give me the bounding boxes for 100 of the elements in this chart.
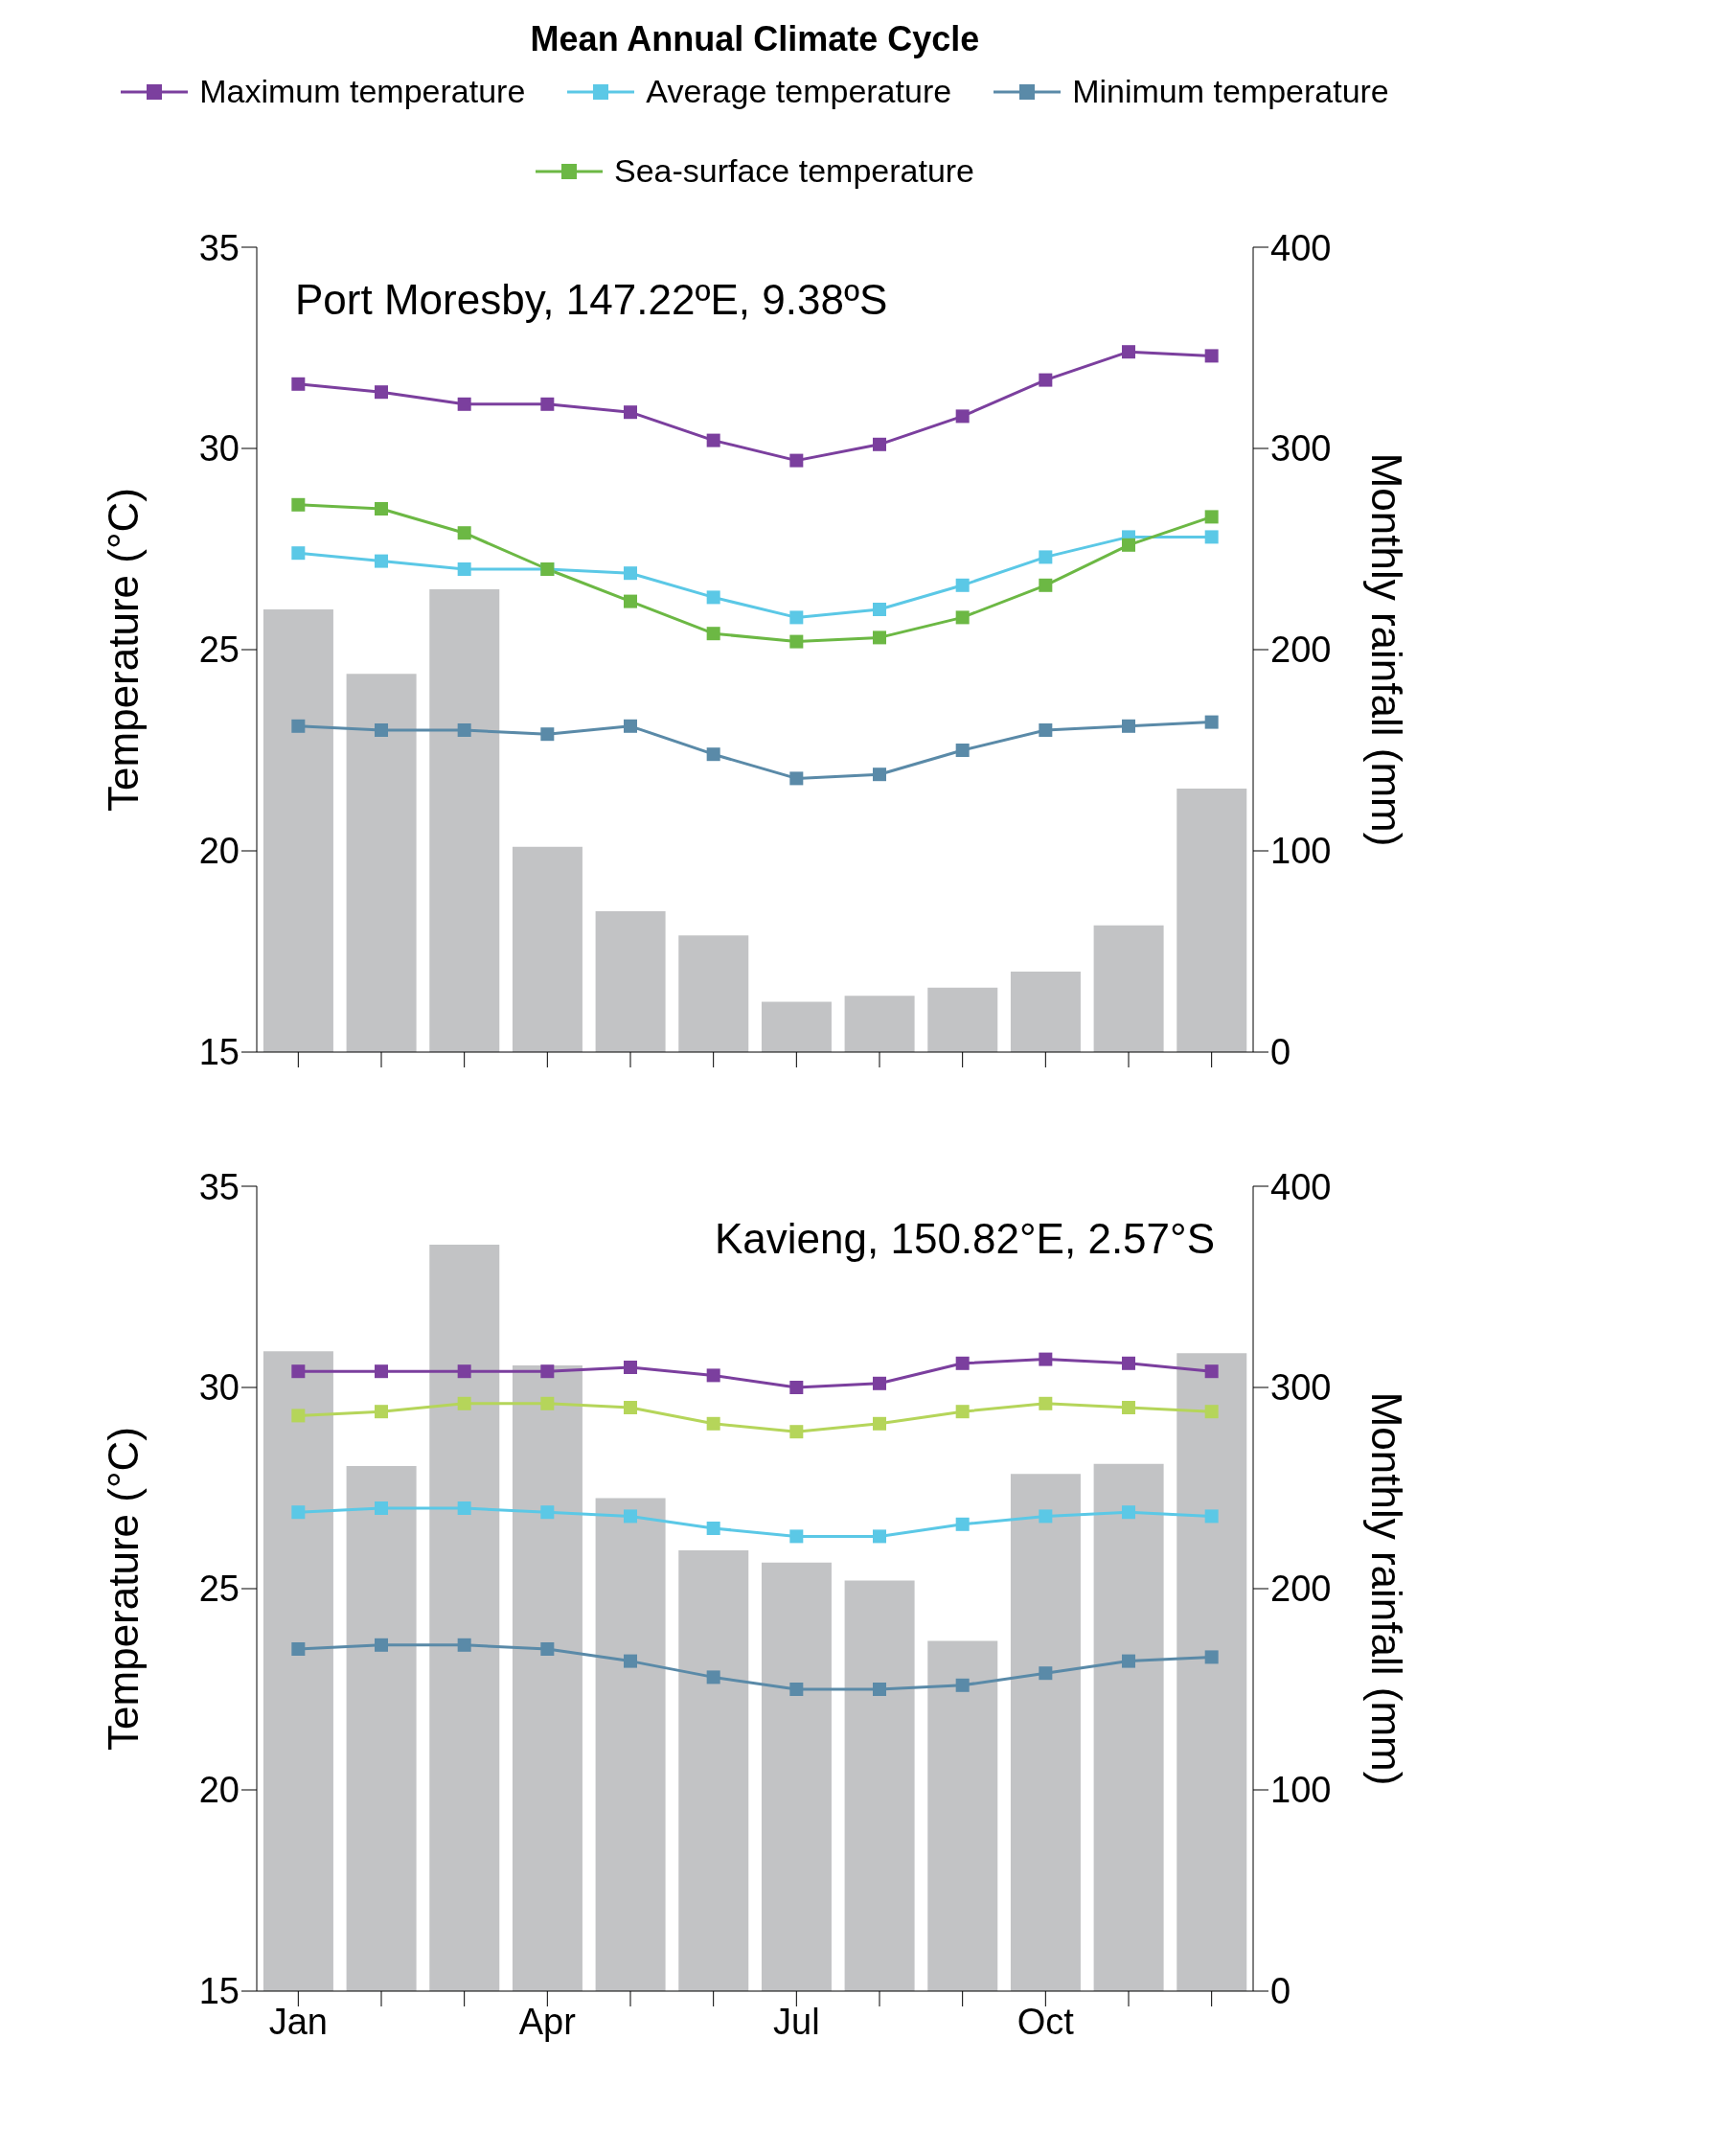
x-tick-label: Oct [1016, 2001, 1075, 2042]
y2-axis-title: Monthly rainfall (mm) [1363, 452, 1411, 847]
point [1204, 1650, 1219, 1664]
point [955, 578, 970, 592]
bar [595, 1498, 666, 1991]
bar [512, 1364, 582, 1991]
point [955, 744, 970, 757]
legend-label: Average temperature [646, 73, 952, 110]
bar [761, 1562, 832, 1991]
point [789, 453, 804, 468]
point [706, 590, 720, 605]
y-tick-label: 20 [198, 831, 240, 872]
point [955, 1405, 970, 1419]
y-tick-label: 25 [198, 1569, 240, 1610]
bar [1093, 925, 1164, 1052]
bar [595, 911, 666, 1052]
point [1039, 1352, 1053, 1366]
bar [429, 1244, 500, 1991]
bar [1176, 1353, 1247, 1991]
point [375, 502, 388, 516]
point [1039, 723, 1053, 737]
point [955, 409, 970, 424]
bar [761, 1001, 832, 1052]
point [1204, 1405, 1219, 1419]
bar [844, 996, 915, 1052]
annotation: Port Moresby, 147.22ºE, 9.38ºS [295, 276, 888, 324]
bar [1010, 972, 1081, 1052]
point [873, 1376, 886, 1390]
point [1122, 345, 1135, 359]
x-tick-label: Apr [518, 2001, 577, 2042]
point [706, 1416, 720, 1431]
bar [429, 589, 500, 1052]
point [789, 634, 804, 649]
point [873, 768, 886, 782]
y-tick-label: 30 [198, 428, 240, 470]
point [789, 771, 804, 786]
point [540, 1505, 555, 1520]
point [375, 1638, 388, 1652]
y2-tick-label: 300 [1270, 428, 1332, 470]
point [457, 1501, 471, 1515]
bar [678, 935, 749, 1052]
point [789, 610, 804, 625]
point [291, 546, 306, 561]
point [624, 1361, 637, 1374]
point [1039, 550, 1053, 564]
point [789, 1381, 804, 1394]
point [291, 1409, 306, 1423]
point [1204, 1364, 1219, 1379]
point [624, 719, 637, 733]
bar [512, 846, 582, 1052]
point [706, 627, 720, 641]
point [706, 433, 720, 447]
y-axis-title: Temperature (°C) [99, 488, 147, 812]
point [624, 1509, 637, 1524]
point [624, 566, 637, 581]
point [457, 723, 471, 737]
y2-tick-label: 400 [1270, 227, 1332, 268]
annotation: Kavieng, 150.82°E, 2.57°S [714, 1215, 1215, 1263]
point [375, 1501, 388, 1515]
chart-title: Mean Annual Climate Cycle [529, 19, 981, 59]
point [706, 1522, 720, 1535]
legend-label: Minimum temperature [1072, 73, 1389, 110]
y2-tick-label: 0 [1270, 1971, 1291, 2012]
point [955, 1678, 970, 1692]
point [706, 747, 720, 762]
point [955, 610, 970, 625]
point [1122, 1401, 1135, 1414]
bar [346, 674, 417, 1052]
y-tick-label: 35 [198, 1166, 240, 1207]
point [457, 1396, 471, 1410]
point [624, 1654, 637, 1668]
point [291, 719, 306, 733]
bar [927, 1640, 998, 1991]
y-tick-label: 20 [198, 1770, 240, 1811]
point [1204, 715, 1219, 729]
bar [678, 1550, 749, 1991]
legend-label: Maximum temperature [199, 73, 526, 110]
point [457, 562, 471, 576]
point [457, 1638, 471, 1652]
point [291, 1505, 306, 1520]
point [624, 1401, 637, 1414]
y2-tick-label: 100 [1270, 831, 1332, 872]
point [873, 1529, 886, 1544]
legend-label: Sea-surface temperature [613, 152, 975, 190]
point [1039, 578, 1053, 592]
point [789, 1529, 804, 1544]
bar [346, 1465, 417, 1991]
point [1039, 1396, 1053, 1410]
point [540, 1396, 555, 1410]
point [873, 437, 886, 451]
point [873, 1416, 886, 1431]
point [540, 397, 555, 411]
point [955, 1517, 970, 1531]
y-tick-label: 15 [198, 1032, 240, 1073]
y-tick-label: 30 [198, 1367, 240, 1409]
y2-tick-label: 100 [1270, 1770, 1332, 1811]
point [1039, 1666, 1053, 1681]
y2-tick-label: 300 [1270, 1367, 1332, 1409]
bar [1010, 1474, 1081, 1991]
bar [844, 1580, 915, 1991]
